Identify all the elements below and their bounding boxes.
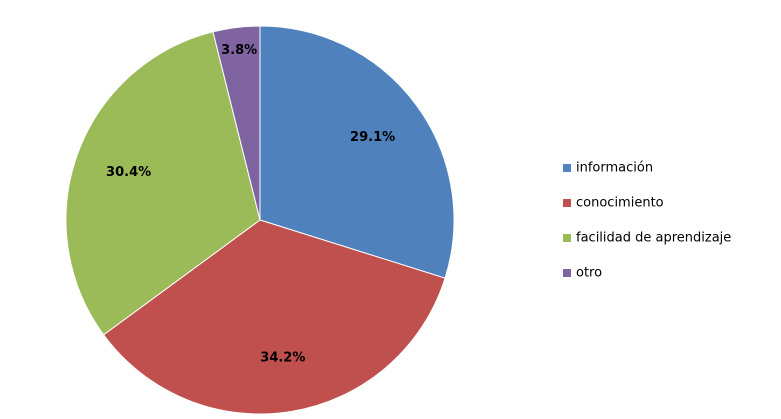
legend-label: información: [576, 161, 653, 176]
pie-slice: [259, 25, 455, 279]
pie-slice: [212, 25, 261, 221]
legend-swatch: [563, 199, 571, 207]
legend-swatch: [563, 234, 571, 242]
legend-label: conocimiento: [576, 196, 664, 211]
value-label: 29.1%: [350, 130, 395, 145]
pie-slice: [102, 219, 446, 415]
legend-swatch: [563, 269, 571, 277]
pie-slice: [65, 31, 261, 336]
legend-label: otro: [576, 266, 602, 281]
legend-label: facilidad de aprendizaje: [576, 231, 731, 246]
value-label: 30.4%: [106, 165, 151, 180]
legend-swatch: [563, 164, 571, 172]
value-label: 3.8%: [221, 43, 257, 58]
value-label: 34.2%: [260, 350, 305, 365]
